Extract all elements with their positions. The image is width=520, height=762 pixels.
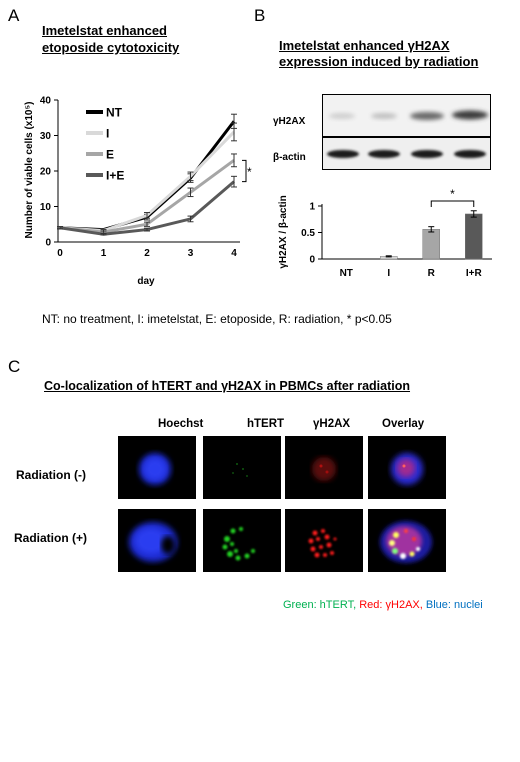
panel-a-letter: A bbox=[8, 6, 20, 25]
a-y-tick-label: 30 bbox=[40, 131, 52, 142]
b-y-tick-label: 0 bbox=[309, 255, 315, 266]
b-bar-i-r bbox=[465, 213, 483, 260]
column-header-overlay: Overlay bbox=[382, 418, 425, 430]
a-y-axis-label: Number of viable cells (x10⁵) bbox=[24, 102, 35, 239]
legend-green-htert: Green: hTERT, bbox=[283, 599, 357, 611]
blot-label-beta-actin: β-actin bbox=[273, 152, 306, 163]
tile-hoechst-plus bbox=[118, 509, 196, 572]
a-x-tick-label: 3 bbox=[188, 248, 194, 259]
panel-b-title-line2: expression induced by radiation bbox=[279, 54, 479, 69]
panel-c-color-legend: Green: hTERT, Red: γH2AX, Blue: nuclei bbox=[283, 595, 483, 613]
a-x-tick-label: 4 bbox=[231, 248, 237, 259]
row-label-radiation-plus: Radiation (+) bbox=[14, 531, 88, 545]
column-header-hoechst: Hoechst bbox=[158, 418, 204, 430]
panel-b-title: Imetelstat enhanced γH2AX expression ind… bbox=[279, 38, 478, 70]
tile-hoechst-minus bbox=[118, 436, 196, 499]
western-blot-image bbox=[322, 94, 491, 170]
panel-a-title-line1: Imetelstat enhanced bbox=[42, 23, 167, 38]
tile-overlay-plus bbox=[368, 509, 446, 572]
b-category-label-i-r: I+R bbox=[466, 268, 483, 279]
panel-b-letter: B bbox=[254, 6, 266, 25]
b-significance-bracket bbox=[430, 200, 475, 207]
panel-c-letter: C bbox=[8, 357, 21, 376]
panel-b-bar-chart: γH2AX / β-actin * 0 0.5 1 NT I R I+R bbox=[278, 187, 492, 279]
a-significance-bracket bbox=[242, 159, 247, 183]
legend-blue-nuclei: Blue: nuclei bbox=[422, 599, 483, 611]
a-legend-label-i-e: I+E bbox=[106, 169, 124, 183]
a-legend-label-i: I bbox=[106, 127, 109, 141]
b-y-tick-label: 0.5 bbox=[301, 228, 315, 239]
row-label-radiation-minus: Radiation (-) bbox=[16, 468, 86, 482]
b-category-label-i: I bbox=[387, 268, 390, 279]
b-category-label-r: R bbox=[428, 268, 436, 279]
panel-a-title-line2: etoposide cytotoxicity bbox=[42, 40, 180, 55]
b-y-tick-label: 1 bbox=[309, 202, 315, 213]
panel-a-title: Imetelstat enhanced etoposide cytotoxici… bbox=[42, 22, 179, 56]
panel-a-line-chart: Number of viable cells (x10⁵) day * 0102… bbox=[24, 96, 252, 288]
a-series-line-e bbox=[59, 159, 235, 234]
column-header-gh2ax: γH2AX bbox=[313, 418, 351, 430]
a-significance-star: * bbox=[247, 165, 252, 179]
tile-overlay-minus bbox=[368, 436, 446, 499]
b-y-axis-label: γH2AX / β-actin bbox=[278, 195, 289, 268]
a-y-tick-label: 20 bbox=[40, 167, 52, 178]
tile-htert-minus bbox=[203, 436, 281, 499]
a-y-tick-label: 10 bbox=[40, 202, 52, 213]
a-x-tick-label: 0 bbox=[57, 248, 63, 259]
column-header-htert: hTERT bbox=[247, 418, 285, 430]
a-x-tick-label: 2 bbox=[144, 248, 150, 259]
tile-htert-plus bbox=[203, 509, 281, 572]
a-legend-label-e: E bbox=[106, 148, 114, 162]
tile-gh2ax-plus bbox=[285, 509, 363, 572]
legend-red-gh2ax: Red: γH2AX, bbox=[356, 599, 423, 611]
a-legend-label-nt: NT bbox=[106, 106, 123, 120]
a-x-axis-label: day bbox=[137, 276, 155, 287]
a-x-tick-label: 1 bbox=[101, 248, 107, 259]
a-y-tick-label: 0 bbox=[45, 238, 51, 249]
tile-gh2ax-minus bbox=[285, 436, 363, 499]
panel-c-title: Co-localization of hTERT and γH2AX in PB… bbox=[44, 379, 411, 393]
abbreviation-footnote: NT: no treatment, I: imetelstat, E: etop… bbox=[42, 312, 392, 326]
panel-b-title-line1: Imetelstat enhanced γH2AX bbox=[279, 38, 450, 53]
b-category-label-nt: NT bbox=[340, 268, 353, 279]
b-significance-star: * bbox=[450, 187, 455, 201]
a-y-tick-label: 40 bbox=[40, 96, 52, 107]
b-bar-r bbox=[422, 229, 440, 260]
blot-label-gh2ax: γH2AX bbox=[273, 116, 306, 127]
